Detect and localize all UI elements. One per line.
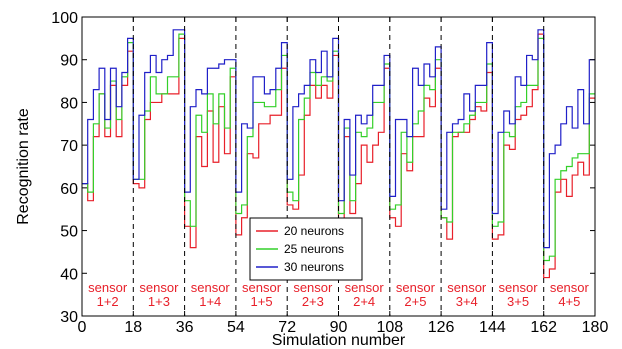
- x-tick-label-7: 126: [428, 319, 455, 336]
- group-label-top-2: sensor: [139, 280, 179, 295]
- group-label-bottom-8: 3+4: [456, 294, 478, 309]
- x-tick-label-6: 108: [376, 319, 403, 336]
- group-label-bottom-9: 3+5: [507, 294, 529, 309]
- x-tick-label-1: 18: [124, 319, 142, 336]
- x-tick-label-8: 144: [479, 319, 506, 336]
- legend: 20 neurons 25 neurons 30 neurons: [249, 217, 363, 281]
- separator-layer: [132, 17, 545, 316]
- y-tick-label-5: 80: [60, 95, 78, 112]
- group-label-bottom-6: 2+4: [353, 294, 375, 309]
- group-label-bottom-5: 2+3: [302, 294, 324, 309]
- group-label-top-10: sensor: [550, 280, 590, 295]
- group-label-top-1: sensor: [88, 280, 128, 295]
- x-tick-label-9: 162: [530, 319, 557, 336]
- group-label-top-7: sensor: [396, 280, 436, 295]
- group-label-top-4: sensor: [242, 280, 282, 295]
- group-label-bottom-4: 1+5: [251, 294, 273, 309]
- y-tick-label-7: 100: [51, 10, 78, 27]
- y-tick-label-6: 90: [60, 53, 78, 70]
- y-tick-label-1: 40: [60, 266, 78, 283]
- group-label-bottom-7: 2+5: [404, 294, 426, 309]
- legend-label-2: 25 neurons: [284, 242, 344, 256]
- y-tick-label-4: 70: [60, 138, 78, 155]
- y-tick-label-0: 30: [60, 309, 78, 326]
- tick-layer: 0 18 36 54 72 90 108 126 144 162 180 30 40 50 60 70 80 90…: [51, 10, 608, 336]
- legend-label-3: 30 neurons: [284, 260, 344, 274]
- group-label-top-8: sensor: [447, 280, 487, 295]
- group-label-top-6: sensor: [345, 280, 385, 295]
- group-label-top-9: sensor: [499, 280, 539, 295]
- y-tick-label-3: 60: [60, 181, 78, 198]
- group-label-top-3: sensor: [191, 280, 231, 295]
- legend-label-1: 20 neurons: [284, 224, 344, 238]
- x-tick-label-0: 0: [78, 319, 87, 336]
- group-label-bottom-1: 1+2: [97, 294, 119, 309]
- x-tick-label-10: 180: [582, 319, 609, 336]
- y-tick-label-2: 50: [60, 224, 78, 241]
- x-tick-label-4: 72: [278, 319, 296, 336]
- group-label-bottom-2: 1+3: [148, 294, 170, 309]
- y-axis-title: Recognition rate: [15, 108, 32, 225]
- x-tick-label-3: 54: [227, 319, 245, 336]
- x-tick-label-2: 36: [176, 319, 194, 336]
- group-label-layer: sensor1+2sensor1+3sensor1+4sensor1+5sens…: [88, 280, 589, 309]
- x-tick-label-5: 90: [330, 319, 348, 336]
- x-axis-title: Simulation number: [272, 332, 406, 349]
- group-label-top-5: sensor: [293, 280, 333, 295]
- group-label-bottom-3: 1+4: [199, 294, 221, 309]
- group-label-bottom-10: 4+5: [558, 294, 580, 309]
